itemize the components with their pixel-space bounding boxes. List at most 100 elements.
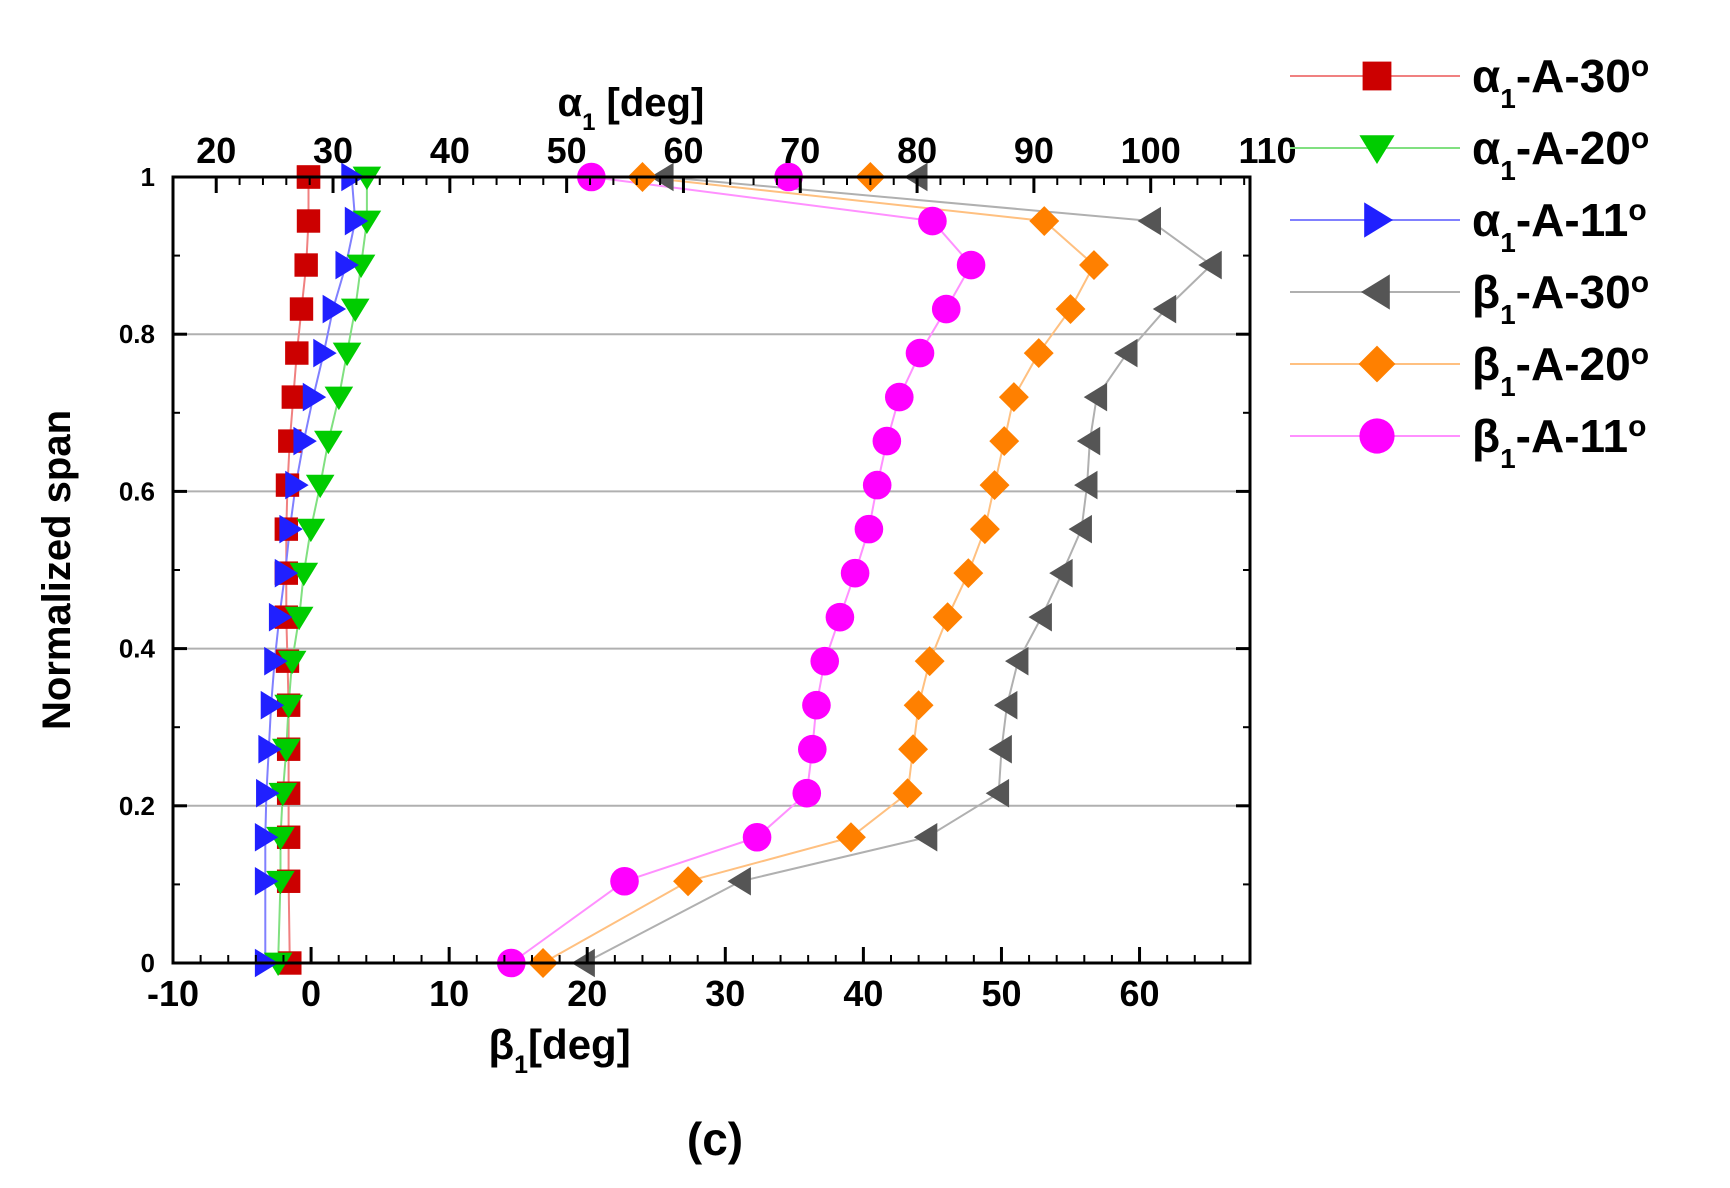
data-point-alpha1-a-20deg <box>274 694 303 719</box>
data-point-alpha1-a-11deg <box>274 558 299 588</box>
legend-marker-alpha1-a-20deg <box>1359 135 1395 164</box>
top-x-tick-label: 50 <box>547 130 587 171</box>
data-point-alpha1-a-30deg <box>294 253 318 277</box>
data-point-beta1-a-11deg <box>825 602 855 632</box>
data-point-beta1-a-11deg <box>931 294 961 324</box>
data-point-alpha1-a-30deg <box>296 209 321 233</box>
top-x-tick-label: 30 <box>313 130 353 171</box>
data-point-beta1-a-11deg <box>802 690 831 720</box>
data-point-alpha1-a-11deg <box>260 690 285 720</box>
legend-label-alpha1-a-11deg: α1-A-11o <box>1472 194 1647 258</box>
data-point-alpha1-a-20deg <box>305 474 335 499</box>
data-point-alpha1-a-11deg <box>313 338 337 368</box>
data-point-beta1-a-20deg <box>914 646 945 677</box>
data-point-beta1-a-30deg <box>913 822 938 852</box>
bottom-x-tick-label: 20 <box>567 973 607 1014</box>
data-point-beta1-a-11deg <box>872 426 902 456</box>
data-point-beta1-a-30deg <box>727 866 751 896</box>
data-point-alpha1-a-30deg <box>285 341 309 365</box>
data-point-beta1-a-11deg <box>840 558 870 588</box>
y-tick-label: 0.6 <box>119 476 155 506</box>
data-point-alpha1-a-20deg <box>272 738 301 763</box>
data-point-beta1-a-20deg <box>953 558 984 589</box>
data-point-alpha1-a-20deg <box>324 386 354 411</box>
data-point-alpha1-a-20deg <box>284 606 314 631</box>
top-x-axis-title: α1 [deg] <box>557 81 704 136</box>
data-point-beta1-a-11deg <box>797 734 827 764</box>
legend-label-beta1-a-20deg: β1-A-20o <box>1472 338 1649 402</box>
data-point-alpha1-a-11deg <box>256 778 280 808</box>
data-point-beta1-a-30deg <box>1137 206 1161 236</box>
gridlines <box>173 333 1250 807</box>
data-point-beta1-a-11deg <box>854 514 884 544</box>
data-point-beta1-a-20deg <box>998 382 1029 413</box>
data-point-alpha1-a-20deg <box>289 562 319 587</box>
legend-marker-beta1-a-11deg <box>1359 418 1395 454</box>
data-point-beta1-a-20deg <box>989 426 1020 457</box>
bottom-x-tick-label: -10 <box>147 973 199 1014</box>
data-point-alpha1-a-20deg <box>266 870 295 895</box>
bottom-x-tick-label: 10 <box>429 973 469 1014</box>
data-point-beta1-a-30deg <box>1152 294 1177 324</box>
data-point-alpha1-a-20deg <box>296 518 326 543</box>
data-point-alpha1-a-11deg <box>293 426 317 456</box>
top-x-tick-label: 40 <box>430 130 470 171</box>
data-point-alpha1-a-20deg <box>268 782 298 807</box>
data-point-alpha1-a-30deg <box>289 297 314 321</box>
data-point-beta1-a-11deg <box>956 250 986 280</box>
y-tick-label: 0 <box>141 948 155 978</box>
data-point-alpha1-a-11deg <box>279 514 303 544</box>
bottom-x-tick-label: 40 <box>843 973 883 1014</box>
legend-label-beta1-a-11deg: β1-A-11o <box>1472 410 1646 474</box>
data-point-beta1-a-20deg <box>903 690 934 721</box>
bottom-x-tick-label: 50 <box>981 973 1021 1014</box>
data-point-beta1-a-30deg <box>1083 382 1108 412</box>
y-tick-label: 0.4 <box>119 634 156 664</box>
data-point-beta1-a-30deg <box>993 690 1018 720</box>
legend-label-alpha1-a-30deg: α1-A-30o <box>1472 50 1649 114</box>
legend-marker-beta1-a-20deg <box>1358 345 1396 383</box>
legend: α1-A-30o α1-A-20o α1-A-11o β1-A-30o β1-A-20o… <box>1290 50 1649 474</box>
data-point-alpha1-a-11deg <box>254 822 279 852</box>
data-point-beta1-a-30deg <box>1114 338 1138 368</box>
data-point-alpha1-a-11deg <box>264 646 288 676</box>
bottom-x-tick-label: 0 <box>301 973 321 1014</box>
data-point-alpha1-a-11deg <box>285 470 309 500</box>
data-point-beta1-a-20deg <box>979 470 1010 501</box>
data-point-beta1-a-30deg <box>1068 514 1092 544</box>
data-point-beta1-a-11deg <box>862 470 892 500</box>
data-point-beta1-a-30deg <box>1198 250 1222 280</box>
legend-label-alpha1-a-20deg: α1-A-20o <box>1472 122 1649 186</box>
data-point-alpha1-a-11deg <box>254 866 279 896</box>
bottom-x-axis-title: β1[deg] <box>489 1021 631 1079</box>
data-point-beta1-a-11deg <box>792 778 822 808</box>
data-point-beta1-a-20deg <box>892 778 923 809</box>
data-point-alpha1-a-20deg <box>346 254 376 279</box>
data-point-alpha1-a-20deg <box>340 298 370 323</box>
data-point-beta1-a-11deg <box>610 866 639 896</box>
top-x-tick-label: 90 <box>1014 130 1054 171</box>
top-x-tick-label: 60 <box>663 130 703 171</box>
data-point-beta1-a-11deg <box>884 382 914 412</box>
data-point-alpha1-a-20deg <box>266 826 295 851</box>
data-point-beta1-a-20deg <box>1055 294 1086 324</box>
bottom-x-tick-label: 60 <box>1120 973 1160 1014</box>
legend-label-beta1-a-30deg: β1-A-30o <box>1472 266 1649 330</box>
legend-marker-alpha1-a-11deg <box>1364 202 1393 238</box>
data-point-beta1-a-20deg <box>1023 338 1054 369</box>
data-point-beta1-a-20deg <box>836 822 866 853</box>
data-point-alpha1-a-11deg <box>335 250 359 280</box>
data-point-beta1-a-30deg <box>985 778 1010 808</box>
axis-ticks <box>171 175 1250 965</box>
data-point-beta1-a-30deg <box>1028 602 1052 632</box>
data-point-beta1-a-11deg <box>918 206 947 236</box>
data-point-beta1-a-20deg <box>673 866 703 897</box>
y-tick-label: 1 <box>141 162 155 192</box>
data-point-beta1-a-30deg <box>1074 470 1098 500</box>
data-point-beta1-a-30deg <box>988 734 1012 764</box>
top-x-tick-label: 100 <box>1121 130 1181 171</box>
top-x-tick-label: 80 <box>897 130 937 171</box>
